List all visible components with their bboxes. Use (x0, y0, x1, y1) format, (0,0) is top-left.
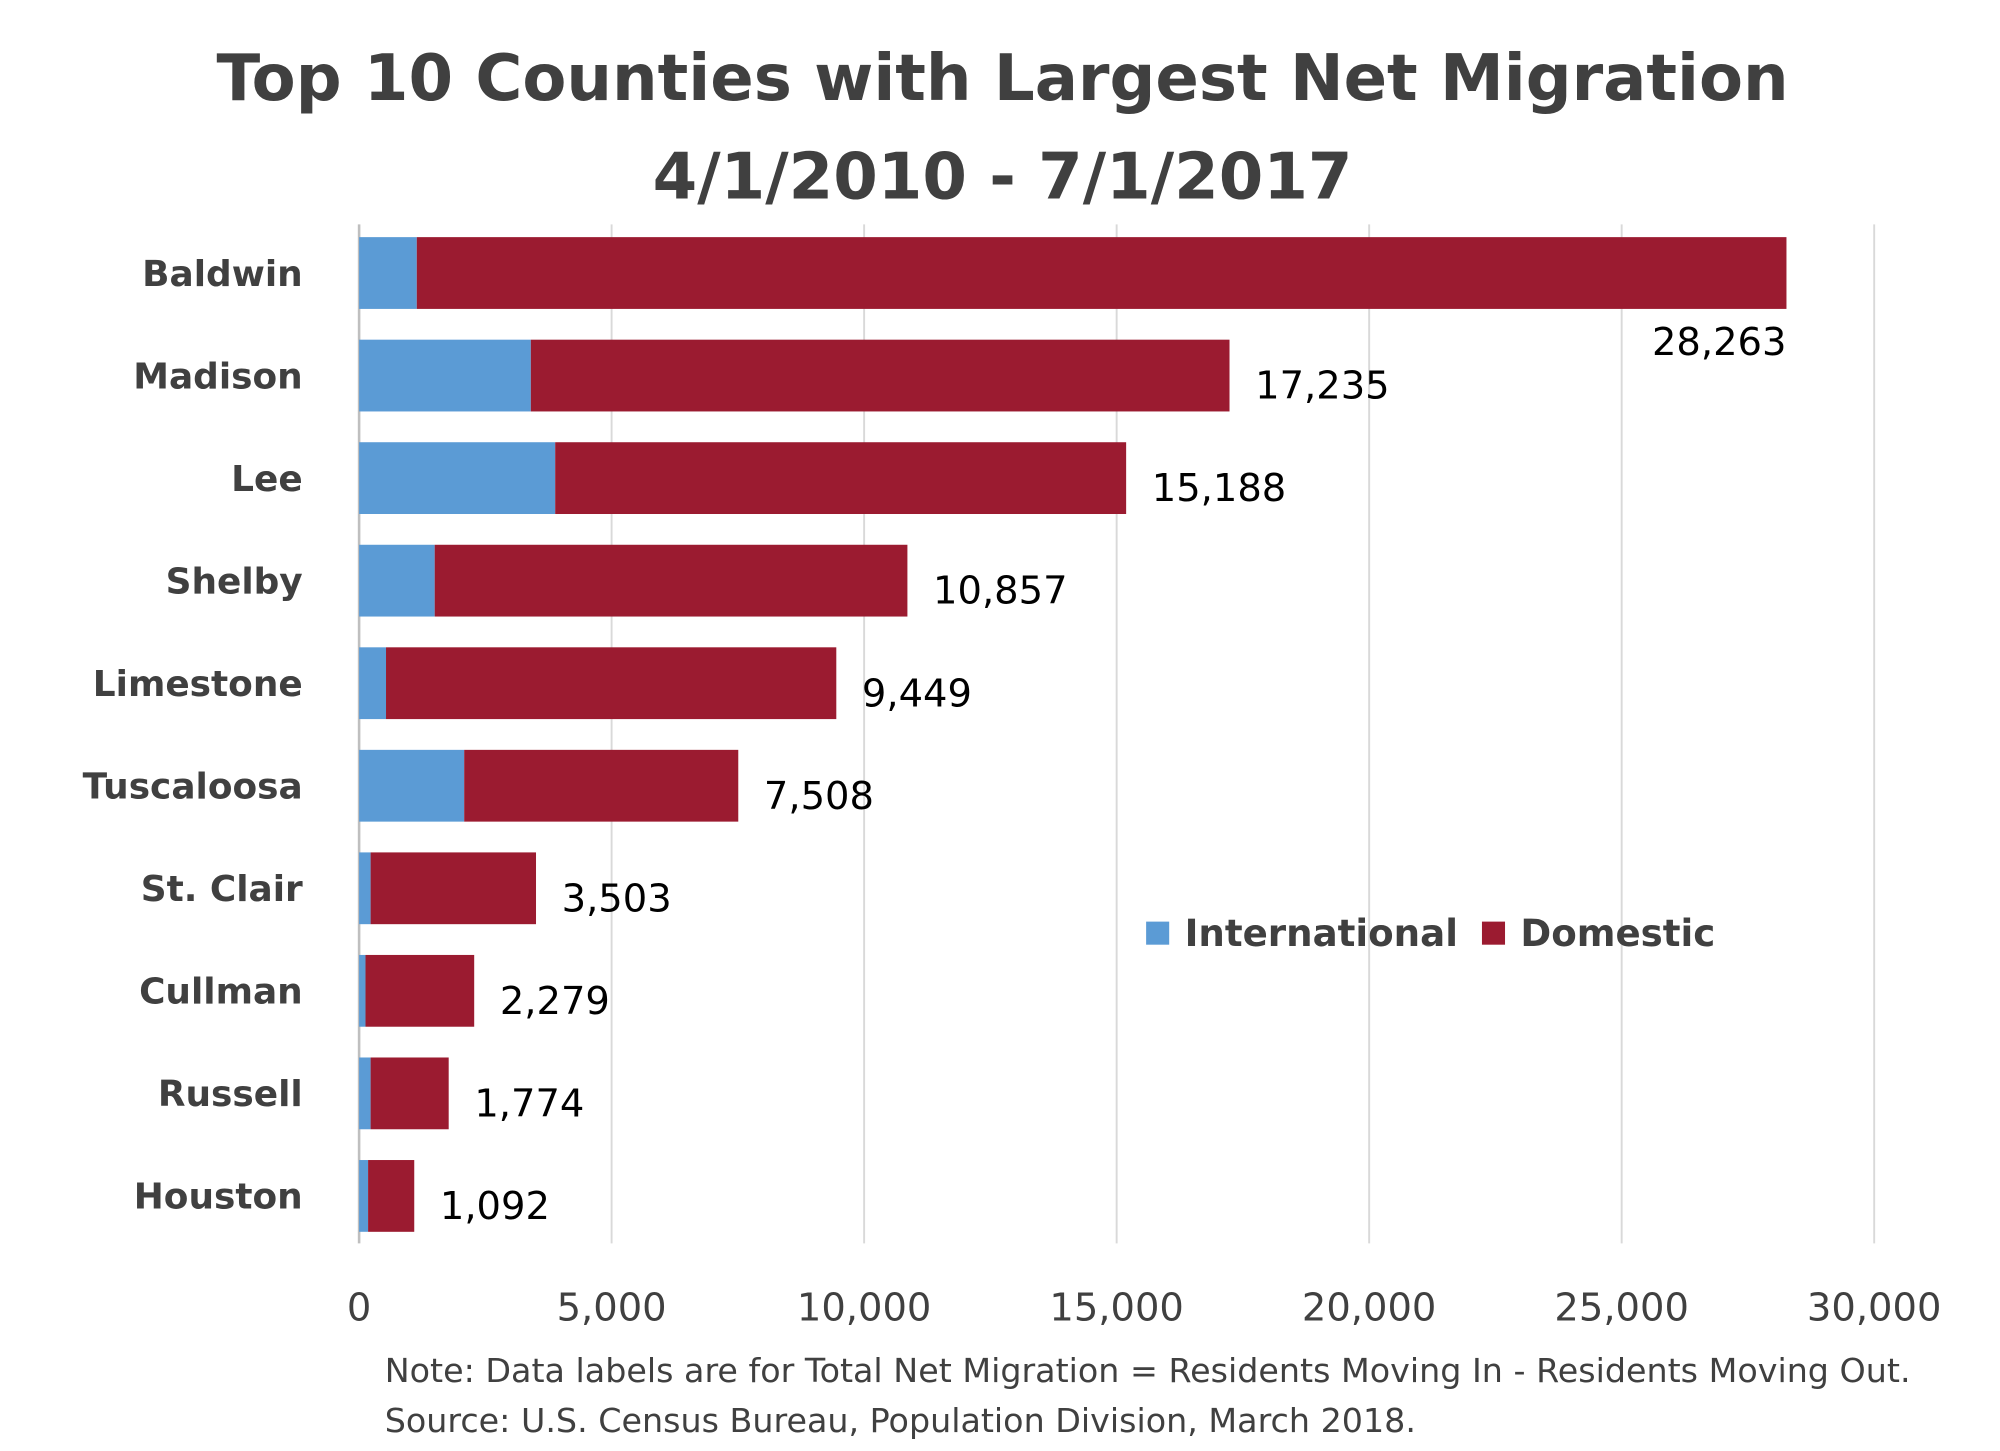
category-label: Shelby (166, 561, 303, 602)
x-tick-label: 10,000 (797, 1285, 931, 1330)
bar-international (359, 544, 435, 617)
data-label: 28,263 (1652, 320, 1787, 365)
legend: International Domestic (1146, 911, 1715, 955)
bar-international (359, 749, 465, 822)
x-tick-label: 5,000 (557, 1285, 667, 1330)
category-label: Baldwin (142, 254, 303, 295)
legend-swatch-domestic (1481, 921, 1506, 945)
bar-international (359, 339, 531, 412)
bar-international (359, 852, 371, 925)
data-label: 10,857 (933, 569, 1067, 614)
chart-title-line-1: Top 10 Counties with Largest Net Migrati… (216, 42, 1788, 116)
bar-domestic (464, 749, 739, 822)
bars (359, 237, 1787, 1232)
bar-domestic (365, 954, 475, 1027)
category-label: Russell (158, 1074, 303, 1115)
data-label: 2,279 (500, 979, 610, 1024)
data-label: 1,092 (440, 1184, 550, 1229)
bar-domestic (555, 442, 1127, 515)
data-label: 7,508 (764, 774, 874, 819)
data-label: 15,188 (1152, 466, 1287, 511)
legend-swatch-international (1146, 921, 1170, 945)
bar-international (359, 647, 387, 720)
bar-international (359, 442, 556, 515)
category-label: Lee (231, 459, 303, 500)
data-label: 9,449 (862, 671, 972, 716)
labels: 0 5,000 10,000 15,000 20,000 25,000 30,000 Bald… (83, 254, 1942, 1330)
data-label: 1,774 (474, 1081, 584, 1126)
legend-label-international: International (1185, 911, 1458, 955)
x-tick-label: 0 (347, 1285, 371, 1330)
category-label: Tuscaloosa (83, 767, 303, 808)
category-label: Cullman (139, 972, 303, 1013)
bar-domestic (386, 647, 837, 720)
bar-international (359, 1160, 369, 1232)
legend-label-domestic: Domestic (1520, 911, 1715, 955)
data-label: 17,235 (1255, 364, 1389, 409)
bar-domestic (370, 852, 537, 925)
bar-domestic (370, 1057, 449, 1130)
x-tick-label: 15,000 (1049, 1285, 1184, 1330)
source-text: Source: U.S. Census Bureau, Population D… (385, 1401, 1416, 1440)
bar-domestic (368, 1160, 415, 1232)
category-label: Madison (133, 356, 302, 397)
bar-domestic (416, 237, 1787, 309)
bar-domestic (434, 544, 908, 617)
x-tick-label: 25,000 (1554, 1285, 1689, 1330)
data-label: 3,503 (562, 876, 672, 921)
x-tick-label: 30,000 (1807, 1285, 1942, 1330)
bar-international (359, 237, 417, 309)
bar-international (359, 1057, 371, 1130)
category-label: St. Clair (141, 869, 303, 910)
bar-international (359, 954, 366, 1027)
chart-title-line-2: 4/1/2010 - 7/1/2017 (653, 141, 1353, 215)
category-label: Houston (134, 1177, 303, 1218)
bar-domestic (530, 339, 1230, 412)
x-tick-label: 20,000 (1302, 1285, 1437, 1330)
category-label: Limestone (93, 664, 303, 705)
note-text: Note: Data labels are for Total Net Migr… (385, 1351, 1911, 1390)
